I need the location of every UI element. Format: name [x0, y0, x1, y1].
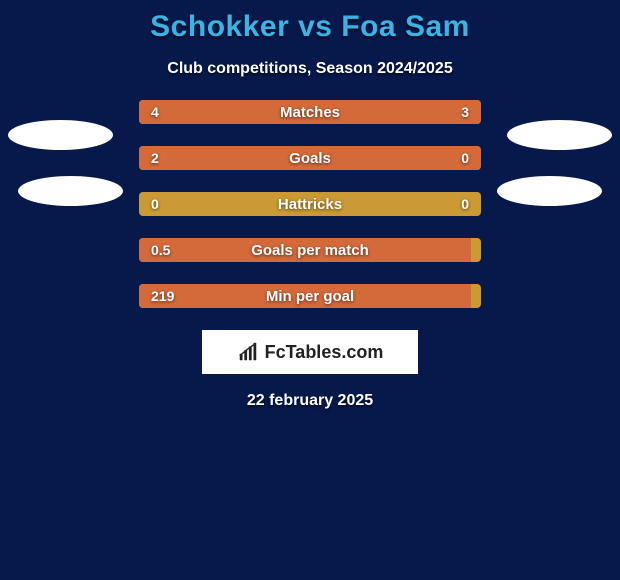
stat-label: Matches [139, 100, 481, 124]
page-title: Schokker vs Foa Sam [0, 0, 620, 44]
stat-row: 43Matches [139, 100, 481, 124]
stats-area: 43Matches 20Goals 00Hattricks 0.5Goals per … [0, 100, 620, 308]
stat-label: Goals per match [139, 238, 481, 262]
bar-chart-icon [237, 341, 259, 363]
player-placeholder-right [497, 176, 602, 206]
stat-label: Goals [139, 146, 481, 170]
player-placeholder-right [507, 120, 612, 150]
stat-label: Min per goal [139, 284, 481, 308]
snapshot-date: 22 february 2025 [0, 392, 620, 410]
infographic-root: Schokker vs Foa Sam Club competitions, S… [0, 0, 620, 580]
logo-text: FcTables.com [265, 342, 384, 363]
fctables-logo: FcTables.com [202, 330, 418, 374]
stat-row: 0.5Goals per match [139, 238, 481, 262]
player-placeholder-left [18, 176, 123, 206]
stat-label: Hattricks [139, 192, 481, 216]
stat-row: 20Goals [139, 146, 481, 170]
stat-row: 00Hattricks [139, 192, 481, 216]
stat-row: 219Min per goal [139, 284, 481, 308]
subtitle: Club competitions, Season 2024/2025 [0, 60, 620, 78]
player-placeholder-left [8, 120, 113, 150]
